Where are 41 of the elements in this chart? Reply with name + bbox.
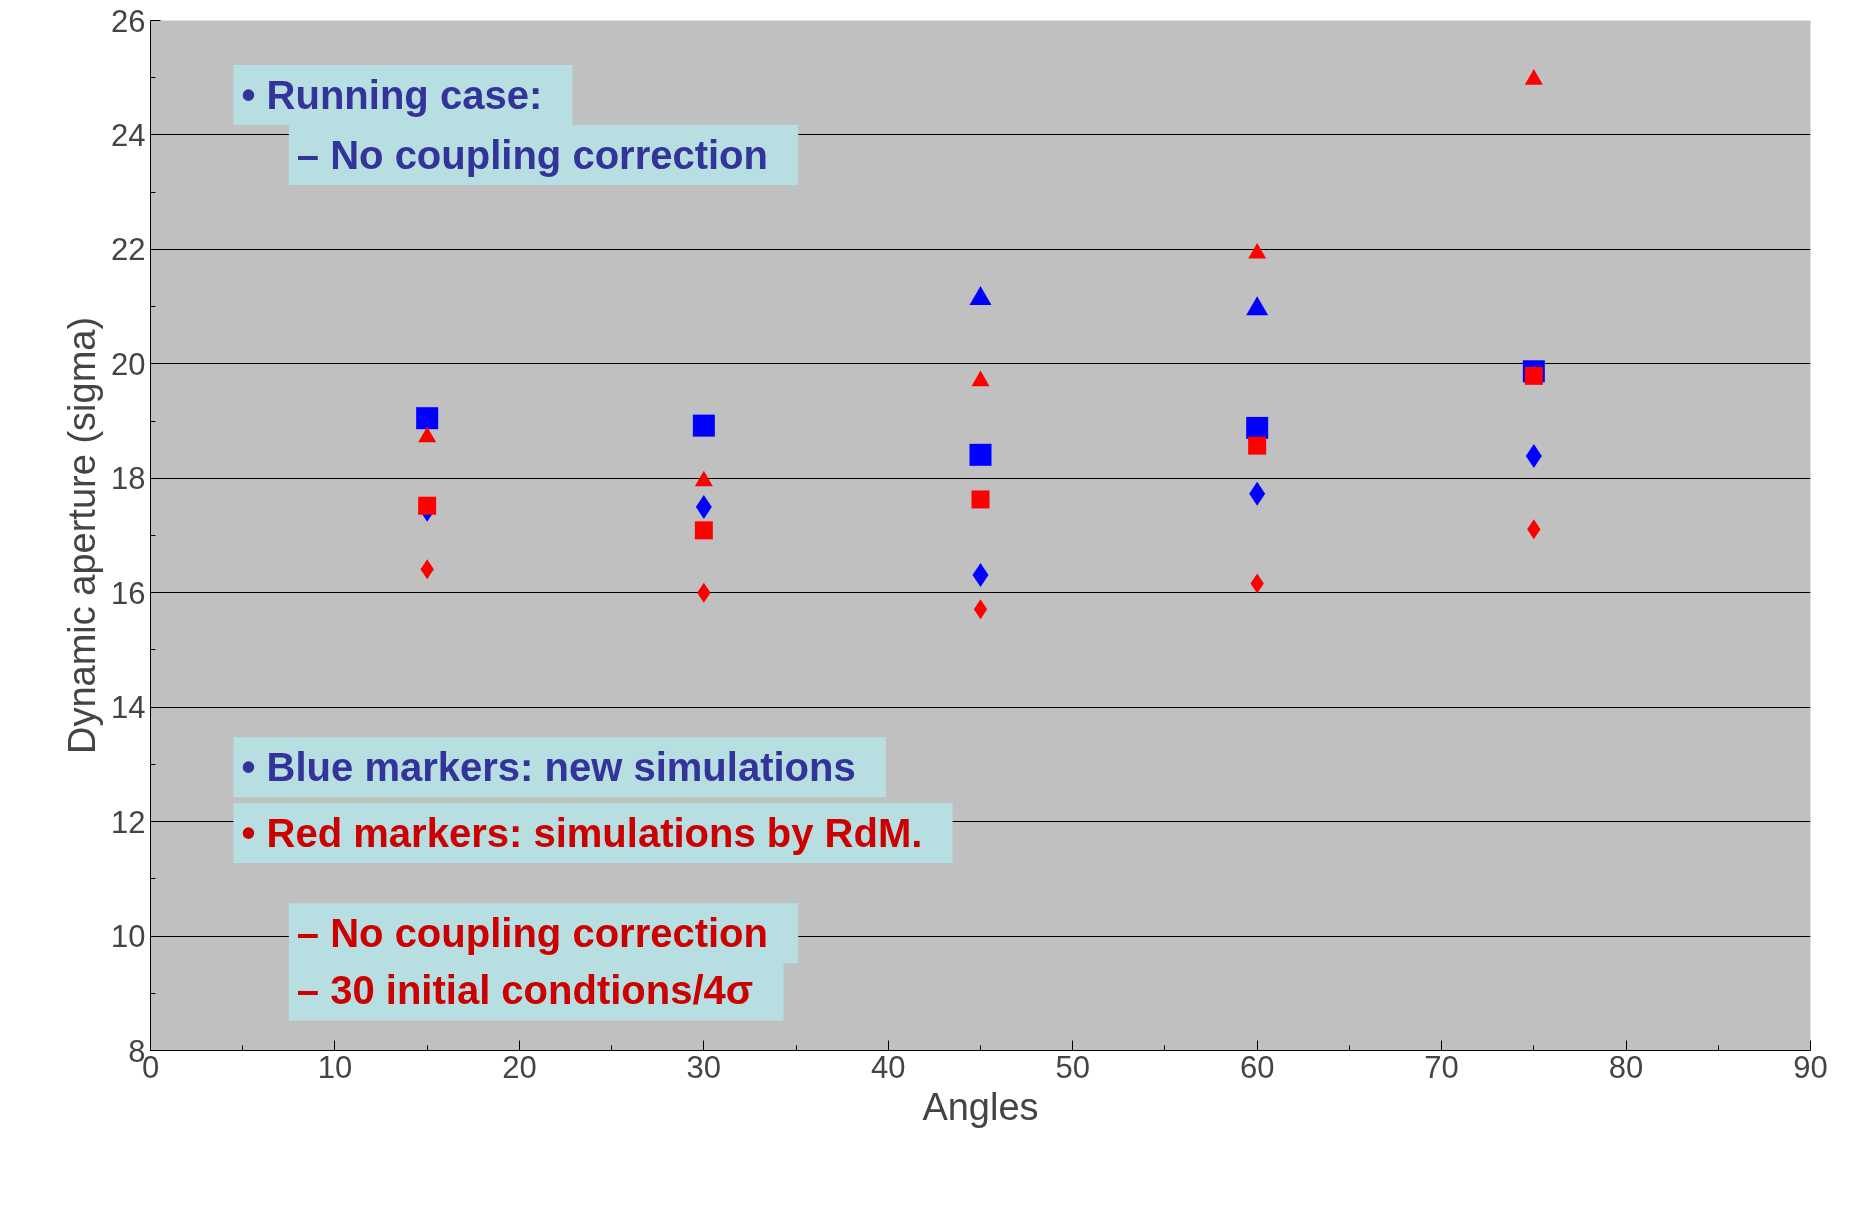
point <box>1246 296 1269 316</box>
annotation: – No coupling correction <box>296 911 768 956</box>
y-tick-label: 14 <box>111 690 146 726</box>
y-tick-label: 24 <box>111 117 146 153</box>
point <box>1248 243 1267 259</box>
x-tick-label: 70 <box>1424 1049 1459 1085</box>
point <box>416 407 439 430</box>
annotation: • Running case: <box>241 72 543 117</box>
annotation: • Blue markers: new simulations <box>241 745 856 790</box>
annotation: – No coupling correction <box>296 132 768 177</box>
point <box>692 414 715 437</box>
point <box>971 490 990 509</box>
y-axis-title: Dynamic aperture (sigma) <box>61 316 104 755</box>
x-tick-label: 40 <box>871 1049 906 1085</box>
point <box>418 496 437 515</box>
point <box>971 370 990 387</box>
y-tick-label: 22 <box>111 232 146 268</box>
y-tick-label: 10 <box>111 919 146 955</box>
y-tick-label: 18 <box>111 461 146 497</box>
y-tick-label: 12 <box>111 804 146 840</box>
y-tick-label: 26 <box>111 3 146 39</box>
point <box>1524 69 1543 85</box>
point <box>418 426 437 443</box>
x-tick-label: 10 <box>317 1049 353 1085</box>
x-tick-label: 80 <box>1608 1049 1644 1085</box>
point <box>1524 366 1543 385</box>
y-tick-label: 16 <box>111 575 146 611</box>
x-tick-label: 50 <box>1055 1049 1090 1085</box>
annotation: • Red markers: simulations by RdM. <box>241 811 923 856</box>
point <box>973 599 988 620</box>
x-tick-label: 90 <box>1793 1049 1828 1085</box>
x-tick-label: 20 <box>502 1049 537 1085</box>
point <box>969 443 992 466</box>
y-tick-label: 20 <box>111 346 146 382</box>
annotation: – 30 initial condtions/4σ <box>296 968 754 1013</box>
x-axis-title: Angles <box>922 1085 1039 1128</box>
point <box>1246 416 1269 439</box>
point <box>1248 436 1267 455</box>
x-tick-label: 60 <box>1239 1049 1275 1085</box>
point <box>694 521 713 540</box>
x-tick-label: 30 <box>686 1049 722 1085</box>
